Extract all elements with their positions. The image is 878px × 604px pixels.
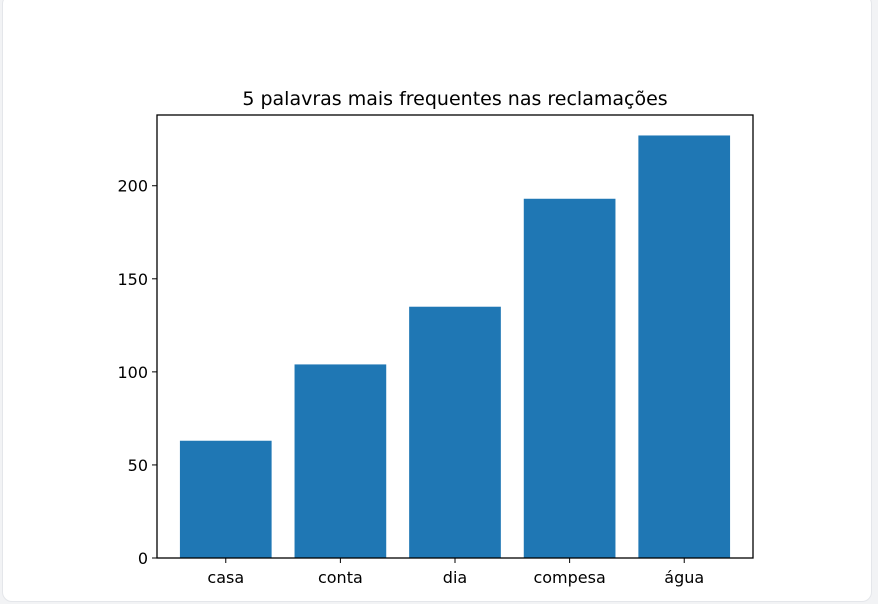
x-tick-label: casa [207,568,244,587]
chart-title: 5 palavras mais frequentes nas reclamaçõ… [242,88,667,110]
plot-frame [156,114,754,559]
bar-1 [179,440,272,558]
y-tick-label: 0 [138,549,148,568]
x-tick-label: compesa [533,568,605,587]
bars-group [179,135,731,558]
y-tick-label: 200 [117,177,148,196]
bar-5 [638,135,731,558]
bar-2 [294,364,387,558]
bar-4 [523,198,616,558]
x-tick-label: conta [318,568,363,587]
bar-3 [409,306,501,558]
y-tick-label: 150 [117,270,148,289]
x-tick-label: água [664,568,704,587]
x-axis: casa conta dia compesa água [207,558,704,587]
y-axis: 0 50 100 150 200 [117,177,157,568]
x-tick-label: dia [443,568,467,587]
y-tick-label: 100 [117,363,148,382]
y-tick-label: 50 [128,456,148,475]
